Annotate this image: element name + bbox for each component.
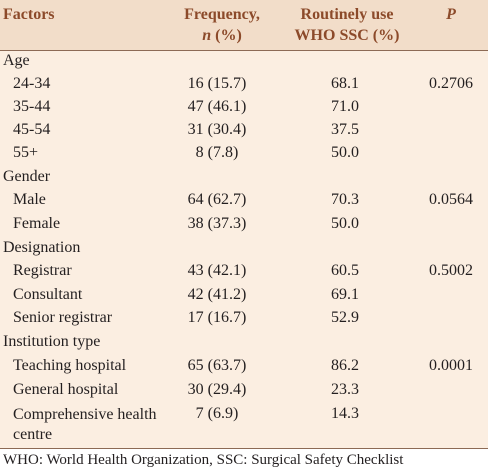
row-p-value: 0.0001 xyxy=(429,357,473,374)
row-routine-use: 23.3 xyxy=(331,381,359,398)
row-label: Registrar xyxy=(13,262,72,279)
group-row-gender: Gender xyxy=(0,165,488,189)
row-p-value: 0.0564 xyxy=(429,191,473,208)
row-routine-use: 52.9 xyxy=(331,309,359,326)
table-footnote: WHO: World Health Organization, SSC: Sur… xyxy=(3,452,404,468)
row-routine-use: 60.5 xyxy=(331,262,359,279)
row-label: Senior registrar xyxy=(13,309,113,326)
group-row-designation: Designation xyxy=(0,236,488,260)
header-frequency: Frequency, n (%) xyxy=(172,4,272,46)
table-row: 24-34 16 (15.7) 68.1 0.2706 xyxy=(0,72,488,96)
row-p-value: 0.2706 xyxy=(429,75,473,92)
row-frequency: 47 (46.1) xyxy=(187,98,247,115)
header-factors: Factors xyxy=(3,6,55,23)
table-row: 35-44 47 (46.1) 71.0 xyxy=(0,95,488,119)
row-label: 55+ xyxy=(13,144,39,161)
row-frequency: 64 (62.7) xyxy=(187,191,247,208)
header-use-line2: WHO SSC (%) xyxy=(294,27,400,44)
row-frequency: 65 (63.7) xyxy=(187,357,247,374)
row-frequency: 42 (41.2) xyxy=(187,286,247,303)
row-label: Consultant xyxy=(13,286,83,303)
row-label: General hospital xyxy=(13,381,119,398)
table-row: General hospital 30 (29.4) 23.3 xyxy=(0,378,488,402)
header-frequency-line1: Frequency, xyxy=(184,6,260,23)
group-row-institution: Institution type xyxy=(0,330,488,354)
group-label: Institution type xyxy=(3,333,101,350)
header-frequency-pct: (%) xyxy=(211,27,242,44)
header-frequency-line2: n (%) xyxy=(172,25,272,46)
row-routine-use: 68.1 xyxy=(331,75,359,92)
row-frequency: 38 (37.3) xyxy=(187,215,247,232)
row-routine-use: 50.0 xyxy=(331,144,359,161)
group-row-age: Age xyxy=(0,49,488,73)
row-label: Female xyxy=(13,215,61,232)
table-row: Teaching hospital 65 (63.7) 86.2 0.0001 xyxy=(0,354,488,378)
row-frequency: 16 (15.7) xyxy=(187,75,247,92)
row-routine-use: 50.0 xyxy=(331,215,359,232)
header-p-value: P xyxy=(420,4,482,25)
row-frequency: 31 (30.4) xyxy=(187,121,247,138)
row-frequency: 8 (7.8) xyxy=(195,144,239,161)
row-frequency: 30 (29.4) xyxy=(187,381,247,398)
row-p-value: 0.5002 xyxy=(429,262,473,279)
row-label: 45-54 xyxy=(13,121,51,138)
row-label: Male xyxy=(13,191,46,208)
table-bottom-rule xyxy=(0,448,488,449)
row-routine-use: 71.0 xyxy=(331,98,359,115)
group-label: Age xyxy=(3,52,30,69)
table-row: Male 64 (62.7) 70.3 0.0564 xyxy=(0,188,488,212)
row-label: 24-34 xyxy=(13,75,51,92)
header-use-line1: Routinely use xyxy=(300,6,394,23)
table-row: Comprehensive health centre 7 (6.9) 14.3 xyxy=(0,402,488,446)
table-row: 45-54 31 (30.4) 37.5 xyxy=(0,118,488,142)
row-frequency: 7 (6.9) xyxy=(195,405,239,422)
row-routine-use: 86.2 xyxy=(331,357,359,374)
row-label: Teaching hospital xyxy=(13,357,127,374)
table-body xyxy=(0,51,488,448)
table-row: 55+ 8 (7.8) 50.0 xyxy=(0,141,488,165)
table-row: Senior registrar 17 (16.7) 52.9 xyxy=(0,306,488,330)
table-row: Female 38 (37.3) 50.0 xyxy=(0,212,488,236)
row-label: Comprehensive health centre xyxy=(13,406,157,443)
row-routine-use: 70.3 xyxy=(331,191,359,208)
header-p-label: P xyxy=(446,6,456,23)
row-label: 35-44 xyxy=(13,98,51,115)
table-row: Consultant 42 (41.2) 69.1 xyxy=(0,283,488,307)
header-routine-use: Routinely use WHO SSC (%) xyxy=(288,4,406,46)
row-frequency: 17 (16.7) xyxy=(187,309,247,326)
group-label: Gender xyxy=(3,168,51,185)
header-frequency-n: n xyxy=(202,27,212,44)
table-header: Factors Frequency, n (%) Routinely use W… xyxy=(0,0,488,51)
table-row: Registrar 43 (42.1) 60.5 0.5002 xyxy=(0,259,488,283)
row-routine-use: 37.5 xyxy=(331,121,359,138)
group-label: Designation xyxy=(3,239,81,256)
row-routine-use: 14.3 xyxy=(331,405,359,422)
row-routine-use: 69.1 xyxy=(331,286,359,303)
row-frequency: 43 (42.1) xyxy=(187,262,247,279)
